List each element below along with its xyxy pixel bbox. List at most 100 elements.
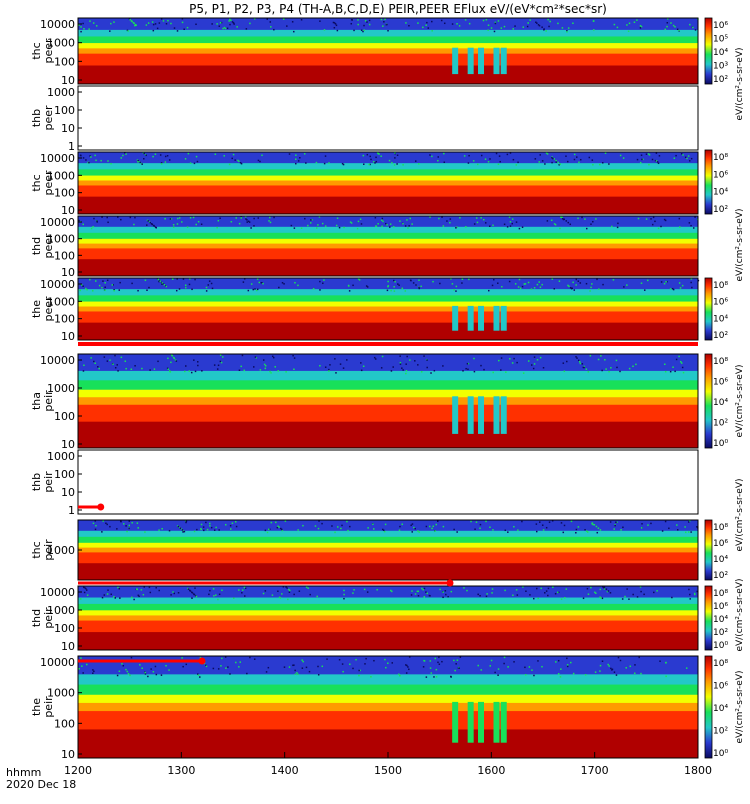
panel-4-speckle xyxy=(455,290,457,292)
panel-0-speckle xyxy=(363,29,365,31)
panel-4-speckle xyxy=(102,280,104,282)
panel-4-speckle xyxy=(85,287,87,290)
panel-4-speckle xyxy=(211,287,214,290)
panel-8-speckle xyxy=(138,595,140,598)
panel-7-speckle xyxy=(284,520,287,522)
panel-9-speckle xyxy=(456,659,459,661)
panel-7-speckle xyxy=(116,528,118,530)
panel-0-speckle xyxy=(133,22,135,25)
panel-3-speckle xyxy=(637,217,640,220)
panel-3-speckle xyxy=(307,224,309,227)
colorbar-9-tick: 10⁸ xyxy=(713,659,728,669)
panel-7-speckle xyxy=(456,531,458,533)
panel-4-speckle xyxy=(570,287,573,290)
panel-3-speckle xyxy=(484,222,487,224)
panel-2-speckle xyxy=(369,163,371,166)
panel-2-speckle xyxy=(655,160,658,162)
panel-9-speckle xyxy=(608,665,610,667)
colorbar-5-tick: 10² xyxy=(713,419,728,429)
panel-8-speckle xyxy=(233,597,235,600)
panel-2-speckle xyxy=(164,155,167,158)
panel-3-speckle xyxy=(694,216,696,218)
panel-3-speckle xyxy=(515,221,518,223)
colorbar-unit-label: eV/(cm²-s-sr-eV) xyxy=(735,670,745,743)
panel-5-speckle xyxy=(600,355,602,357)
panel-3-speckle xyxy=(550,219,553,222)
panel-3-speckle xyxy=(645,218,648,220)
panel-7-speckle xyxy=(615,521,617,523)
panel-8-speckle xyxy=(423,587,426,590)
panel-7-speckle xyxy=(336,526,339,528)
panel-7-speckle xyxy=(297,529,299,531)
panel-3-speckle xyxy=(476,221,479,224)
panel-9-speckle xyxy=(235,661,237,664)
panel-4-speckle xyxy=(261,282,263,284)
panel-9-speckle xyxy=(355,658,357,661)
panel-4-speckle xyxy=(640,282,643,284)
panel-5-speckle xyxy=(169,371,172,373)
panel-2-speckle xyxy=(305,162,307,164)
panel-2-speckle xyxy=(184,158,187,160)
panel-9-speckle xyxy=(265,671,268,673)
panel-8-speckle xyxy=(485,595,488,598)
panel-4-speckle xyxy=(461,278,464,281)
panel-3-speckle xyxy=(197,220,200,223)
panel-4-speckle xyxy=(568,285,570,288)
colorbar-9-tick: 10² xyxy=(713,727,728,737)
panel-3-speckle xyxy=(438,217,440,220)
panel-9-speckle xyxy=(555,661,557,663)
panel-8-band-4 xyxy=(78,615,698,622)
panel-9-speckle xyxy=(435,676,438,678)
panel-4-speckle xyxy=(131,282,133,285)
panel-5-speckle xyxy=(465,367,467,370)
panel-8-speckle xyxy=(582,597,585,600)
panel-3-speckle xyxy=(250,227,252,229)
panel-7-speckle xyxy=(158,529,160,531)
panel-8-speckle xyxy=(442,591,444,593)
panel-0-speckle xyxy=(83,27,85,30)
panel-3-speckle xyxy=(411,223,413,225)
panel-2-speckle xyxy=(295,162,297,165)
panel-5-speckle xyxy=(172,356,175,359)
panel-9-speckle xyxy=(537,660,539,662)
panel-4-speckle xyxy=(254,288,256,290)
panel-7-speckle xyxy=(181,529,184,531)
panel-5-speckle xyxy=(597,358,600,361)
chart-title: P5, P1, P2, P3, P4 (TH-A,B,C,D,E) PEIR,P… xyxy=(189,2,607,16)
panel-2-speckle xyxy=(396,154,399,156)
panel-7-speckle xyxy=(545,526,548,529)
panel-4-speckle xyxy=(690,281,692,284)
panel-2-speckle xyxy=(565,155,567,157)
panel-9-speckle xyxy=(384,658,386,661)
panel-0-speckle xyxy=(110,22,112,25)
panel-4-speckle xyxy=(558,280,561,282)
panel-9-speckle xyxy=(182,665,184,668)
panel-9-speckle xyxy=(294,673,297,675)
panel-3-speckle xyxy=(172,226,175,228)
panel-7-speckle xyxy=(614,523,616,526)
panel-4-speckle xyxy=(666,280,668,283)
panel-0-speckle xyxy=(236,26,238,28)
panel-9-speckle xyxy=(160,674,163,676)
panel-4-speckle xyxy=(569,287,572,289)
panel-2-speckle xyxy=(195,155,198,158)
panel-0-gap-4 xyxy=(500,47,507,75)
panel-4-speckle xyxy=(420,285,422,288)
panel-2-speckle xyxy=(166,155,169,157)
panel-0-speckle xyxy=(88,28,90,30)
panel-8-speckle xyxy=(653,591,655,594)
panel-9-speckle xyxy=(168,669,170,671)
panel-5-speckle xyxy=(170,361,172,364)
panel-2-speckle xyxy=(642,158,644,161)
panel-2-speckle xyxy=(159,154,162,156)
panel-3-band-5 xyxy=(78,248,698,260)
panel-9-ytick: 1000 xyxy=(47,687,75,700)
panel-5-speckle xyxy=(402,369,404,371)
panel-5-speckle xyxy=(292,354,294,357)
panel-7-speckle xyxy=(690,531,692,533)
panel-9-speckle xyxy=(341,663,344,665)
panel-8-speckle xyxy=(444,590,447,592)
panel-2-speckle xyxy=(655,152,658,154)
panel-4-speckle xyxy=(112,284,114,286)
panel-4-speckle xyxy=(255,289,258,292)
